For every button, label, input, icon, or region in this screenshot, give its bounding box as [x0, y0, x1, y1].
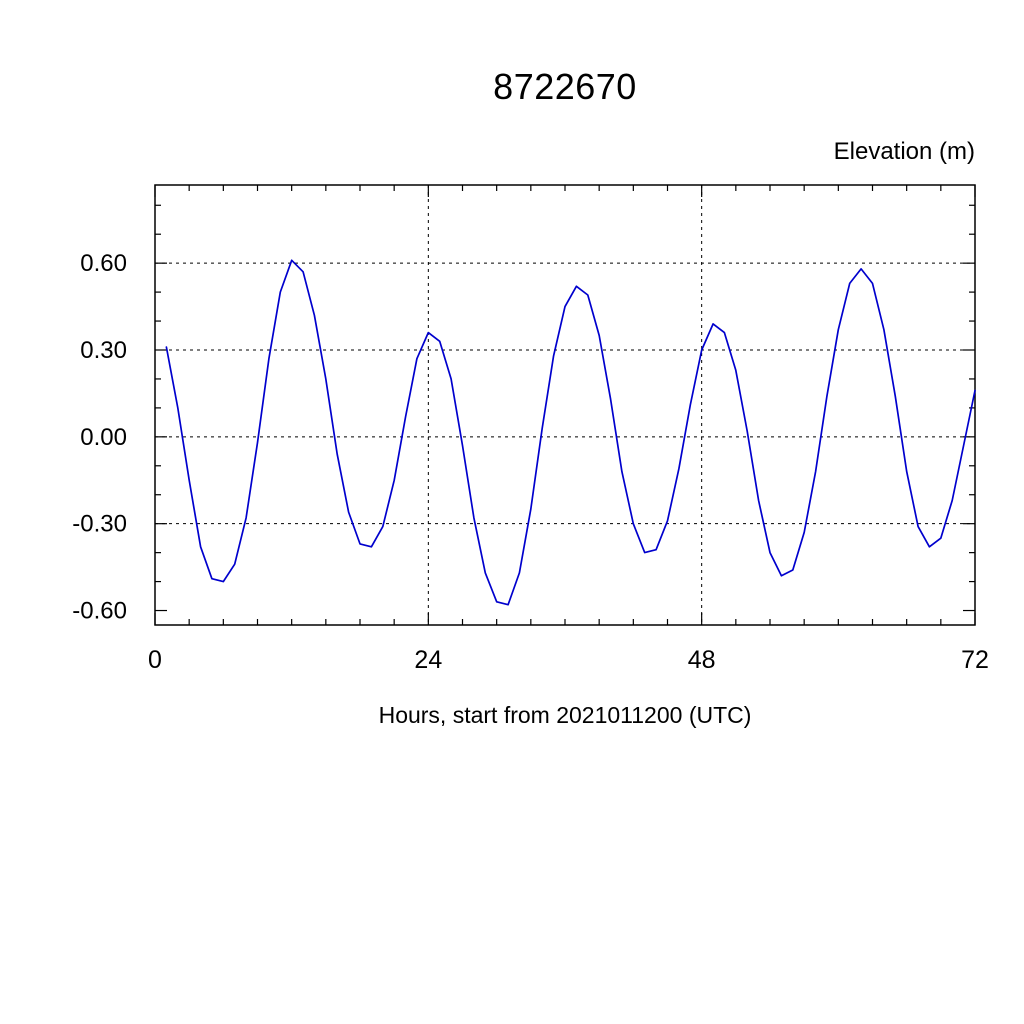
elevation-line	[165, 259, 976, 606]
y-tick-label: -0.60	[72, 598, 127, 625]
y-tick-label: 0.60	[80, 250, 127, 277]
x-tick-label: 72	[961, 646, 989, 674]
axis-frame	[154, 184, 976, 626]
x-tick-label: 0	[148, 646, 162, 674]
x-axis-title: Hours, start from 2021011200 (UTC)	[378, 702, 752, 728]
chart-title: 8722670	[493, 66, 637, 107]
y-tick-label: -0.30	[72, 511, 127, 538]
y-tick-label: 0.00	[80, 424, 127, 451]
x-tick-label: 24	[414, 646, 442, 674]
y-axis-title: Elevation (m)	[833, 138, 975, 165]
x-tick-label: 48	[688, 646, 716, 674]
y-tick-label: 0.30	[80, 337, 127, 364]
